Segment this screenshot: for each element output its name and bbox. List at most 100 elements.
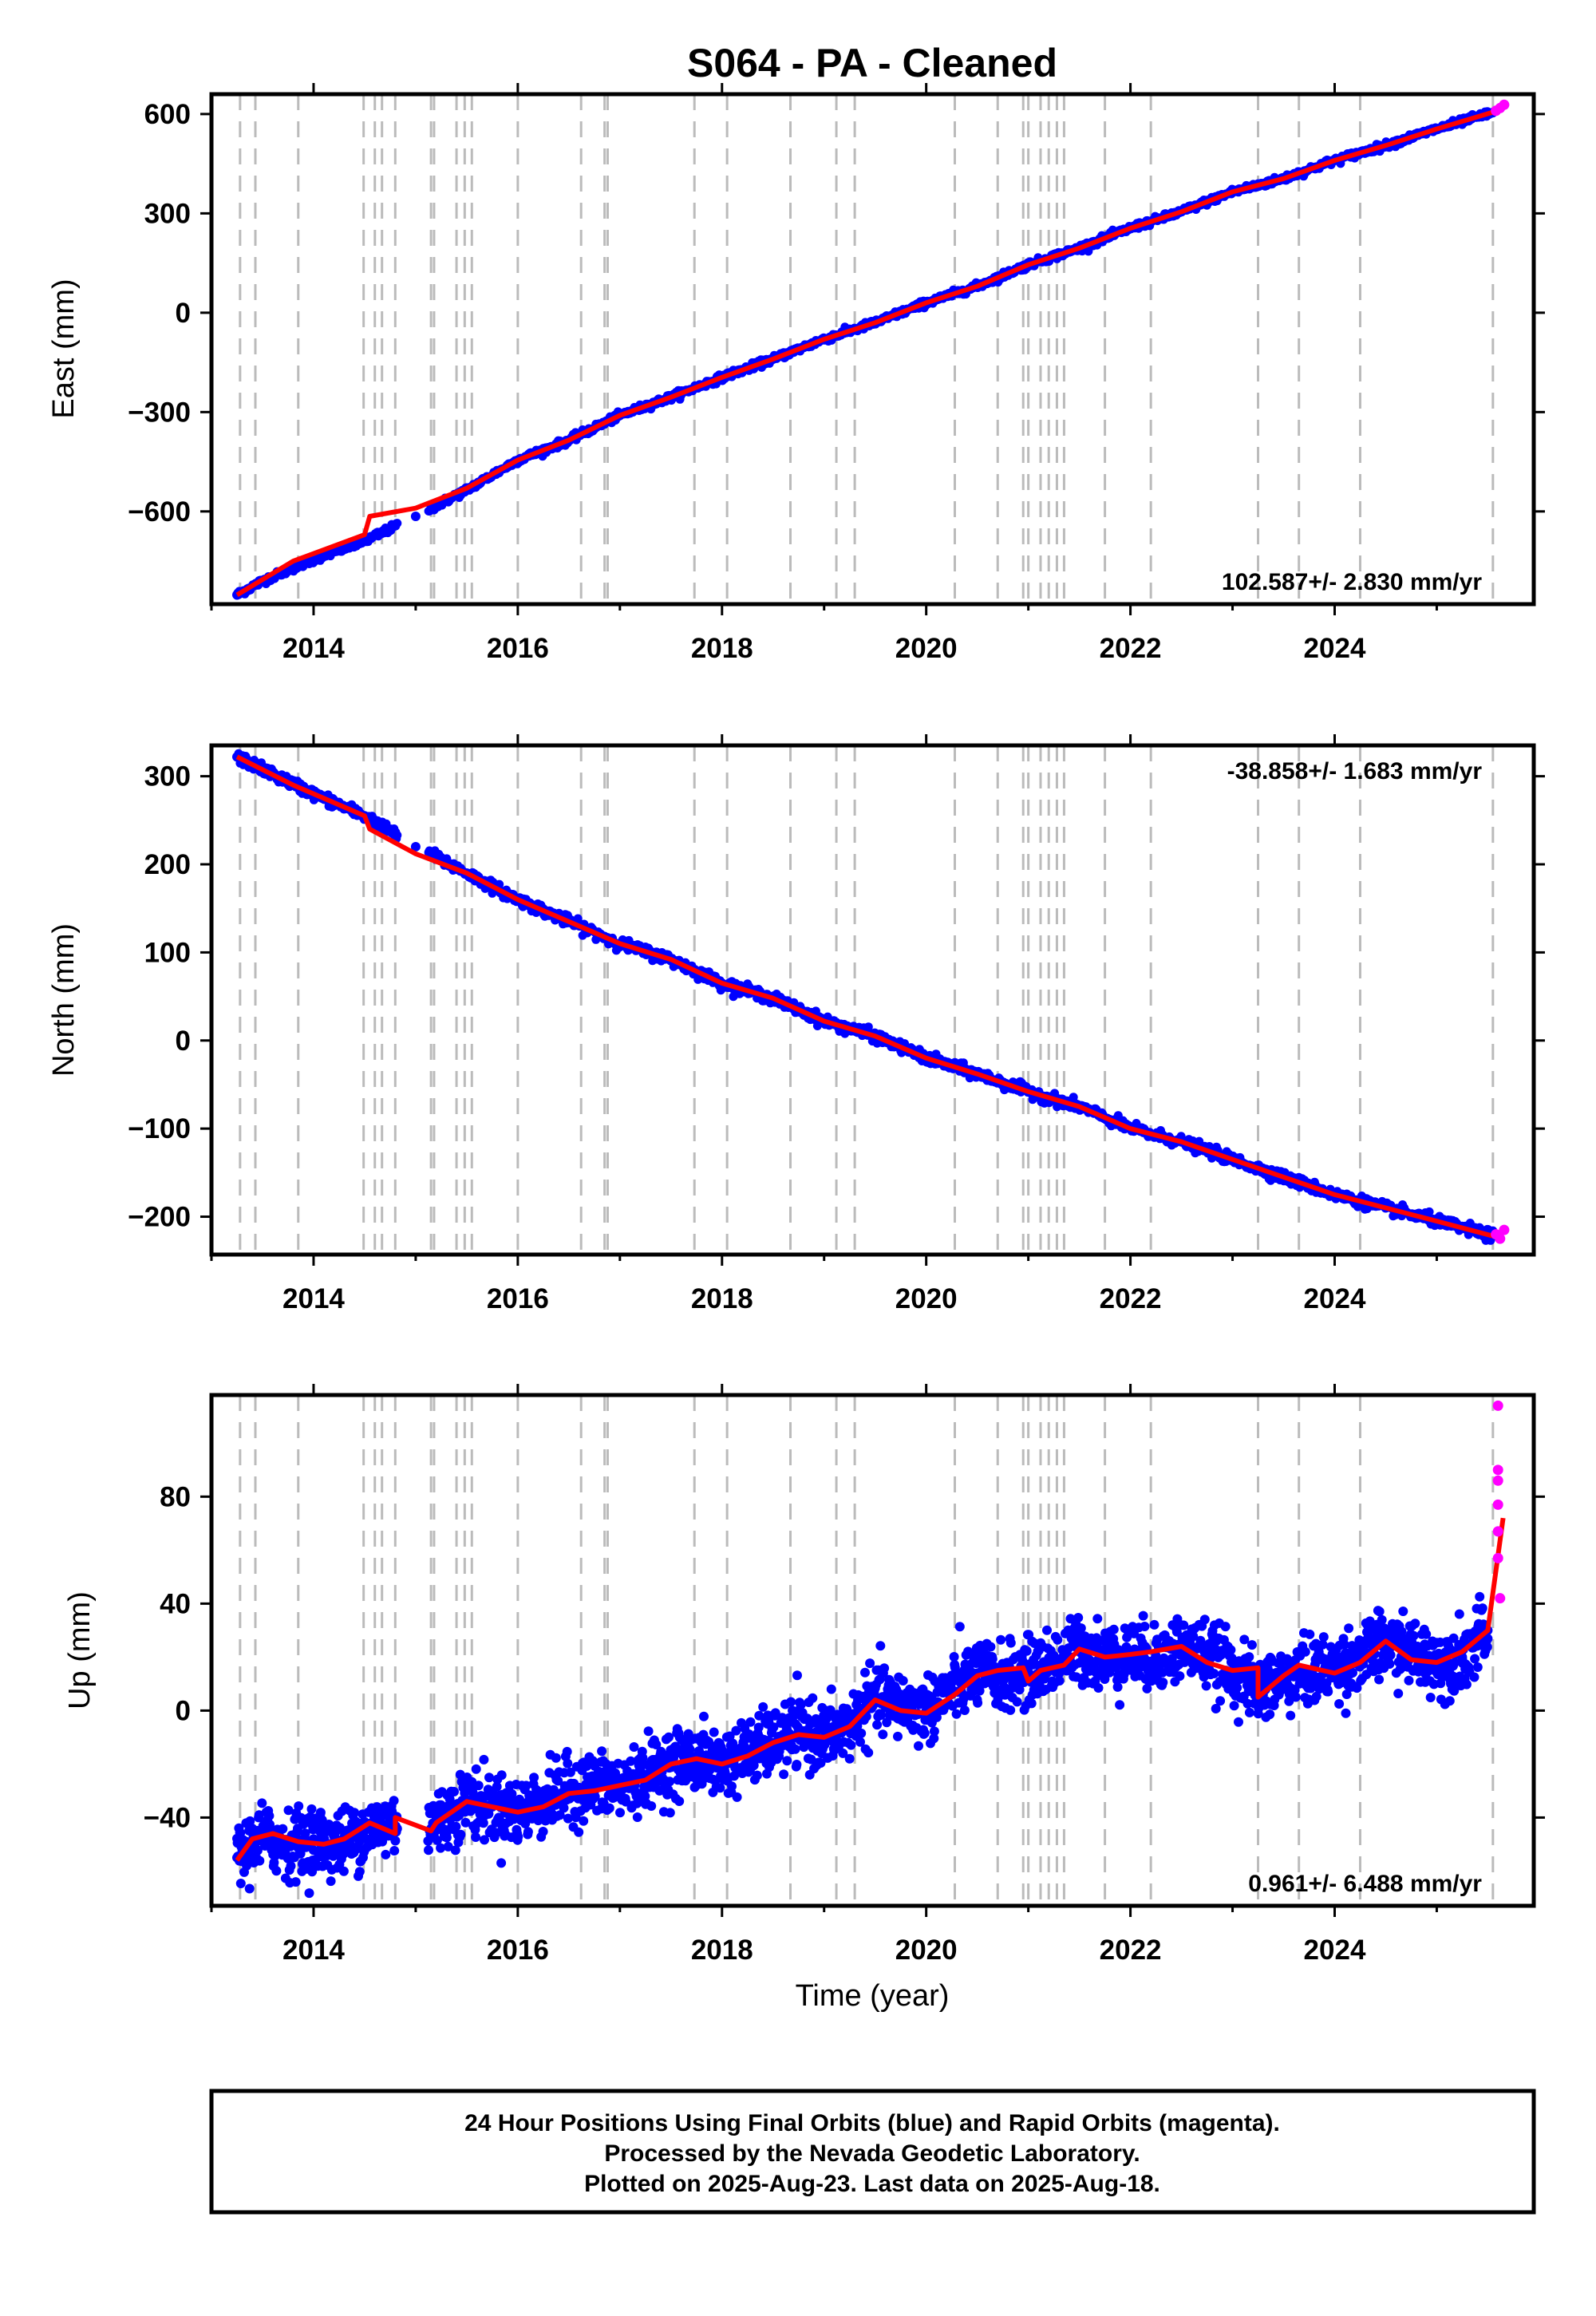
data-point	[551, 1753, 561, 1763]
data-point	[563, 1758, 573, 1769]
data-point	[949, 1652, 959, 1662]
north-panel: 2014 2016 2018 2020 2022 2024−200−10001002003…	[47, 734, 1545, 1314]
data-point	[796, 1699, 806, 1709]
data-point	[860, 1667, 870, 1678]
data-point	[443, 1841, 453, 1852]
data-point	[865, 1658, 875, 1669]
data-point	[929, 1733, 939, 1744]
data-point	[725, 1731, 735, 1741]
data-point	[664, 1732, 674, 1742]
data-point	[959, 1705, 970, 1715]
data-point	[264, 1811, 275, 1821]
data-point	[754, 1710, 764, 1721]
data-point	[460, 1817, 471, 1828]
data-point	[590, 1792, 600, 1802]
data-point	[753, 1722, 764, 1733]
data-point	[480, 1835, 489, 1845]
data-point	[875, 1641, 886, 1651]
data-point	[424, 1845, 433, 1856]
data-point	[974, 1686, 985, 1696]
data-point	[665, 1808, 675, 1818]
data-point	[770, 1708, 780, 1718]
data-point	[792, 1670, 802, 1681]
data-point	[563, 1813, 573, 1824]
data-point	[286, 1861, 296, 1871]
data-point	[553, 1776, 563, 1786]
data-point	[786, 1697, 796, 1707]
data-point	[478, 1818, 488, 1828]
x-tick-label: 2020	[895, 633, 958, 664]
data-point	[315, 1808, 326, 1818]
data-point	[875, 1710, 886, 1720]
data-point	[685, 1745, 695, 1755]
y-axis-label: North (mm)	[47, 923, 81, 1077]
data-point	[987, 1654, 998, 1664]
x-tick-label: 2018	[691, 1283, 753, 1314]
data-point	[694, 1746, 704, 1756]
data-point	[745, 1717, 756, 1727]
data-point	[479, 1754, 489, 1765]
data-point	[758, 1701, 768, 1712]
data-point	[529, 1773, 539, 1783]
data-point	[914, 1741, 923, 1751]
data-point	[306, 1804, 317, 1814]
data-point	[790, 1744, 800, 1754]
east-panel: 2014 2016 2018 2020 2022 2024−600−3000300600E…	[47, 83, 1545, 664]
data-point	[507, 1788, 517, 1799]
data-point	[449, 1787, 459, 1796]
data-point	[304, 1888, 314, 1899]
data-point	[326, 1876, 336, 1887]
data-point	[496, 1770, 507, 1780]
data-point	[538, 1827, 548, 1836]
data-point	[235, 1879, 246, 1888]
data-point	[729, 1771, 739, 1781]
data-point	[954, 1622, 965, 1632]
data-point	[471, 1764, 481, 1774]
data-point	[863, 1748, 874, 1758]
data-point	[432, 1835, 442, 1845]
data-point	[290, 1877, 301, 1887]
data-point	[471, 1832, 481, 1842]
data-point	[665, 1777, 675, 1787]
y-tick-label: −600	[128, 496, 191, 528]
y-tick-label: −100	[128, 1113, 191, 1144]
data-point	[929, 1726, 939, 1737]
data-point	[1014, 1685, 1025, 1695]
final-orbit-points	[231, 1591, 1493, 1899]
x-tick-label: 2024	[1304, 1283, 1366, 1314]
x-tick-label: 2016	[487, 1283, 549, 1314]
data-point	[973, 1697, 983, 1708]
data-point	[410, 841, 421, 852]
y-tick-label: 600	[144, 99, 191, 130]
data-point	[838, 1748, 848, 1758]
data-point	[257, 1798, 267, 1808]
data-point	[752, 1770, 762, 1780]
data-point	[492, 1828, 502, 1838]
data-point	[674, 1796, 685, 1806]
data-point	[792, 1760, 802, 1769]
data-point	[879, 1663, 890, 1674]
y-tick-label: 200	[144, 849, 191, 880]
data-point	[996, 1634, 1006, 1645]
data-point	[893, 1731, 903, 1741]
data-point	[629, 1742, 639, 1752]
data-point	[626, 1756, 636, 1766]
y-tick-label: 300	[144, 198, 191, 229]
y-tick-label: 100	[144, 937, 191, 968]
data-point	[779, 1769, 789, 1780]
data-point	[782, 1756, 792, 1766]
data-point	[521, 1780, 531, 1791]
y-tick-label: 300	[144, 761, 191, 792]
data-point	[562, 1746, 572, 1757]
data-point	[410, 512, 421, 522]
data-point	[308, 554, 318, 564]
data-point	[1021, 1646, 1032, 1656]
data-point	[354, 1867, 365, 1877]
velocity-label: 102.587+/- 2.830 mm/yr	[1222, 569, 1482, 595]
data-point	[727, 1781, 737, 1792]
data-point	[651, 1740, 662, 1749]
data-point	[731, 1725, 741, 1736]
data-point	[872, 1720, 883, 1730]
data-point	[441, 1832, 452, 1843]
data-point	[768, 1722, 779, 1733]
